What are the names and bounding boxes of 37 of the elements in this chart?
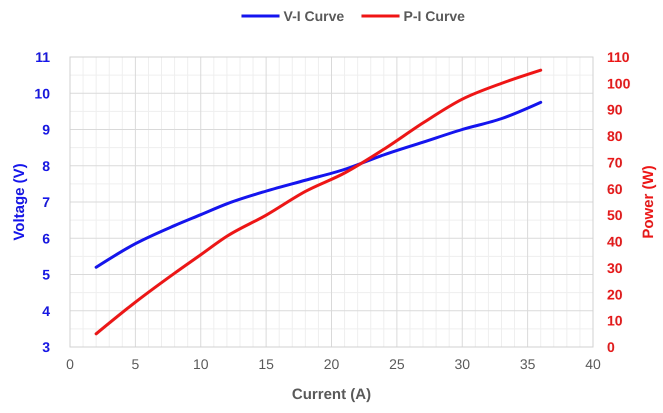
x-tick-label: 35	[520, 356, 536, 372]
y-tick-label: 5	[42, 266, 50, 282]
y2-tick-label: 100	[607, 75, 631, 92]
x-tick-label: 30	[454, 356, 470, 372]
y2-tick-label: 20	[607, 286, 623, 302]
x-axis-title: Current (A)	[292, 386, 372, 403]
y-tick-label: 6	[42, 230, 50, 246]
y-tick-label: 9	[42, 122, 50, 138]
x-tick-label: 40	[585, 356, 601, 372]
y2-tick-label: 80	[607, 128, 623, 144]
line-series	[94, 68, 542, 336]
y-tick-label: 7	[42, 194, 50, 210]
y2-axis-title: Power (W)	[640, 165, 657, 239]
legend-label: V-I Curve	[284, 8, 344, 24]
y2-tick-label: 30	[607, 260, 623, 276]
y-axis-title: Voltage (V)	[11, 163, 28, 241]
y2-tick-label: 110	[607, 49, 630, 65]
y-tick-label: 4	[42, 302, 50, 319]
x-tick-label: 20	[324, 356, 340, 372]
y-tick-label: 11	[35, 49, 50, 65]
x-tick-label: 10	[192, 356, 209, 372]
x-tick-label: 15	[258, 356, 274, 372]
legend-label: P-I Curve	[404, 8, 466, 24]
x-tick-label: 25	[389, 356, 405, 372]
y2-tick-label: 90	[607, 102, 623, 118]
y-tick-label: 10	[34, 85, 50, 102]
y2-tick-label: 10	[607, 312, 623, 329]
line-series	[94, 100, 542, 269]
y2-tick-label: 40	[607, 234, 623, 250]
y2-tick-label: 50	[607, 207, 623, 224]
y2-tick-label: 70	[607, 154, 623, 170]
y-tick-label: 8	[42, 158, 50, 174]
y2-tick-label: 0	[607, 339, 615, 355]
x-tick-label: 0	[66, 356, 74, 372]
x-tick-label: 5	[131, 356, 140, 372]
y-tick-label: 3	[42, 339, 50, 355]
y2-tick-label: 60	[607, 180, 623, 197]
